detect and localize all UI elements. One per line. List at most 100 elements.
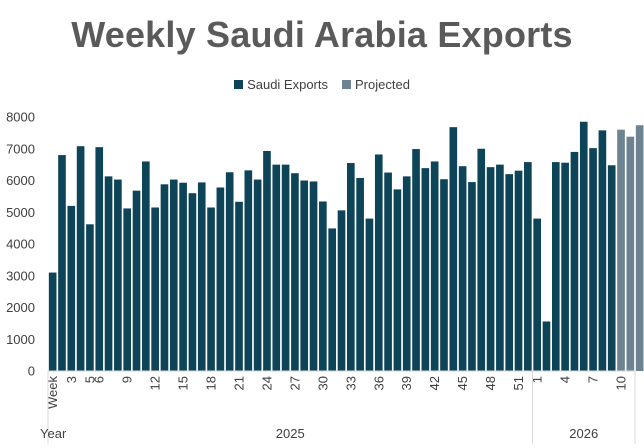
x-tick-label: 33	[343, 376, 358, 390]
bar-saudi-exports	[570, 151, 579, 371]
bar-saudi-exports	[384, 172, 392, 371]
bar-saudi-exports	[505, 174, 514, 371]
bar-saudi-exports	[365, 218, 374, 371]
chart-title: Weekly Saudi Arabia Exports	[71, 14, 573, 55]
x-tick-label: 7	[586, 376, 601, 383]
x-tick-label: 10	[614, 376, 629, 390]
bar-saudi-exports	[300, 180, 309, 371]
bar-saudi-exports	[207, 207, 215, 371]
x-tick-label: 18	[204, 376, 219, 390]
y-tick-label: 7000	[6, 141, 35, 156]
bar-saudi-exports	[374, 154, 383, 371]
bar-saudi-exports	[114, 179, 122, 371]
bar-saudi-exports	[514, 170, 523, 371]
bar-saudi-exports	[589, 148, 597, 371]
bar-saudi-exports	[253, 179, 262, 371]
x-tick-label: 15	[176, 376, 191, 390]
bar-saudi-exports	[607, 165, 616, 371]
bar-saudi-exports	[281, 164, 290, 372]
bar-saudi-exports	[430, 161, 439, 371]
legend-swatch-projected	[342, 80, 351, 89]
x-tick-label: 24	[259, 376, 274, 390]
bar-projected	[626, 136, 635, 371]
x-tick-label: 36	[371, 376, 386, 390]
x-tick-label: 3	[64, 376, 79, 383]
bar-saudi-exports	[496, 164, 504, 372]
x-tick-label: 5	[82, 376, 97, 383]
bar-saudi-exports	[347, 163, 355, 371]
bar-saudi-exports	[309, 181, 318, 371]
bar-saudi-exports	[48, 272, 57, 371]
bar-saudi-exports	[579, 121, 588, 371]
y-tick-label: 6000	[6, 173, 35, 188]
bar-saudi-exports	[412, 149, 420, 371]
y-tick-label: 4000	[6, 237, 35, 252]
bar-saudi-exports	[86, 224, 94, 371]
bar-saudi-exports	[421, 168, 430, 371]
x-tick-label: 4	[558, 376, 573, 383]
bar-saudi-exports	[524, 162, 532, 371]
x-tick-label: 30	[315, 376, 330, 390]
x-tick-label: Week	[45, 376, 60, 409]
bar-saudi-exports	[235, 201, 243, 371]
y-tick-label: 1000	[6, 332, 35, 347]
bar-saudi-exports	[67, 205, 76, 371]
legend-label-projected: Projected	[355, 77, 410, 92]
x-tick-label: 51	[511, 376, 526, 390]
y-tick-label: 8000	[6, 110, 35, 125]
bar-saudi-exports	[551, 162, 560, 371]
bar-saudi-exports	[216, 187, 225, 371]
x-tick-label: 1	[530, 376, 545, 383]
legend-item-saudi-exports: Saudi Exports	[234, 77, 328, 92]
bar-saudi-exports	[458, 166, 467, 371]
x-tick-label: 27	[287, 376, 302, 390]
bar-saudi-exports	[76, 146, 85, 371]
bar-saudi-exports	[486, 167, 495, 371]
bar-saudi-exports	[477, 148, 486, 371]
bar-saudi-exports	[95, 147, 104, 371]
bar-saudi-exports	[188, 193, 197, 371]
bar-saudi-exports	[244, 170, 253, 371]
bar-saudi-exports	[197, 182, 206, 371]
bar-saudi-exports	[402, 176, 411, 371]
bar-saudi-exports	[104, 176, 113, 371]
bar-saudi-exports	[142, 161, 150, 371]
bar-saudi-exports	[393, 189, 402, 371]
bar-saudi-exports	[328, 228, 336, 371]
bar-saudi-exports	[160, 184, 169, 371]
bar-saudi-exports	[356, 177, 364, 371]
bar-projected	[635, 125, 644, 371]
y-tick-label: 3000	[6, 268, 35, 283]
x-tick-label: 39	[399, 376, 414, 390]
bar-saudi-exports	[598, 130, 607, 371]
year-label: 2026	[569, 426, 598, 441]
bar-saudi-exports	[123, 208, 132, 371]
legend-item-projected: Projected	[342, 77, 410, 92]
y-tick-label: 5000	[6, 205, 35, 220]
bar-saudi-exports	[561, 162, 569, 371]
x-tick-label: 48	[483, 376, 498, 390]
bar-saudi-exports	[263, 150, 271, 371]
bar-saudi-exports	[468, 182, 476, 371]
year-label: 2025	[276, 426, 305, 441]
x-tick-label: 12	[148, 376, 163, 390]
bar-saudi-exports	[132, 190, 141, 371]
legend-swatch-saudi-exports	[234, 80, 244, 89]
y-tick-label: 0	[28, 364, 35, 379]
x-tick-label: 21	[232, 376, 247, 390]
x-tick-label: 45	[455, 376, 470, 390]
bar-projected	[617, 129, 625, 371]
legend-label-saudi-exports: Saudi Exports	[247, 77, 328, 92]
bar-saudi-exports	[542, 321, 551, 371]
bar-saudi-exports	[440, 179, 448, 371]
bar-saudi-exports	[337, 210, 346, 371]
x-tick-label: 6	[92, 376, 107, 383]
bar-saudi-exports	[225, 172, 234, 371]
bar-saudi-exports	[179, 182, 187, 371]
x-axis-year-row-label: Year	[40, 426, 67, 441]
bar-saudi-exports	[533, 218, 541, 371]
bar-saudi-exports	[151, 207, 159, 371]
bar-saudi-exports	[291, 173, 299, 371]
y-tick-label: 2000	[6, 300, 35, 315]
legend: Saudi Exports Projected	[0, 77, 644, 92]
